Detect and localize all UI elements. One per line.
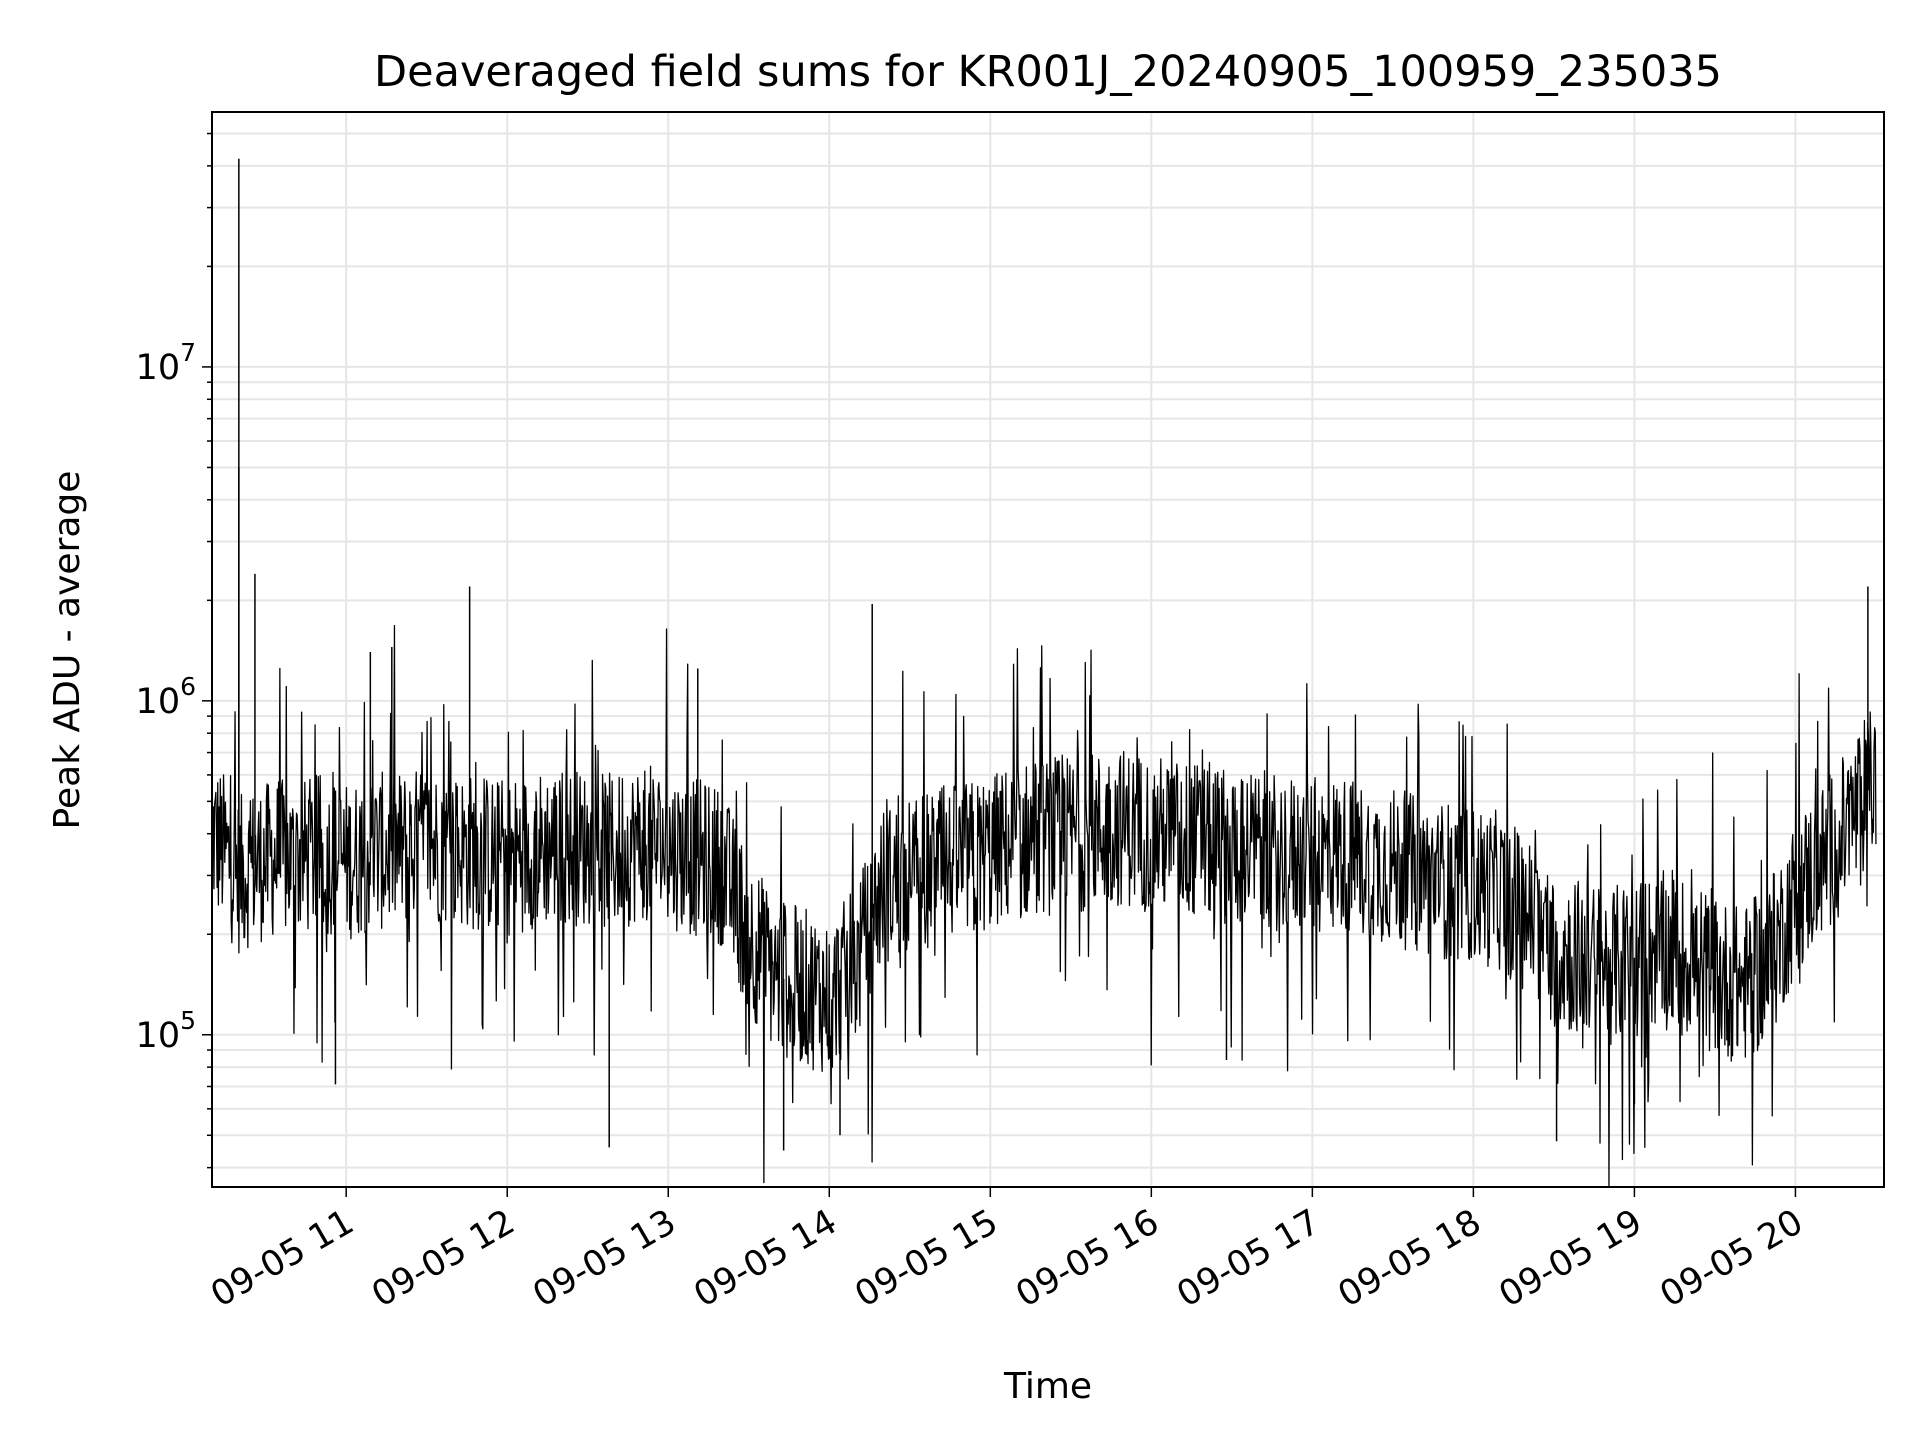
data-layer xyxy=(211,158,1877,1188)
y-tick-label: 107 xyxy=(136,338,196,388)
y-tick-label: 105 xyxy=(136,1006,196,1056)
y-axis-label: Peak ADU - average xyxy=(47,471,88,830)
y-tick-label: 106 xyxy=(136,672,196,722)
series-line xyxy=(211,624,1877,1188)
chart-title: Deaveraged field sums for KR001J_2024090… xyxy=(374,47,1722,97)
x-axis-label: Time xyxy=(1003,1366,1092,1407)
plot-frame xyxy=(211,111,1885,1188)
